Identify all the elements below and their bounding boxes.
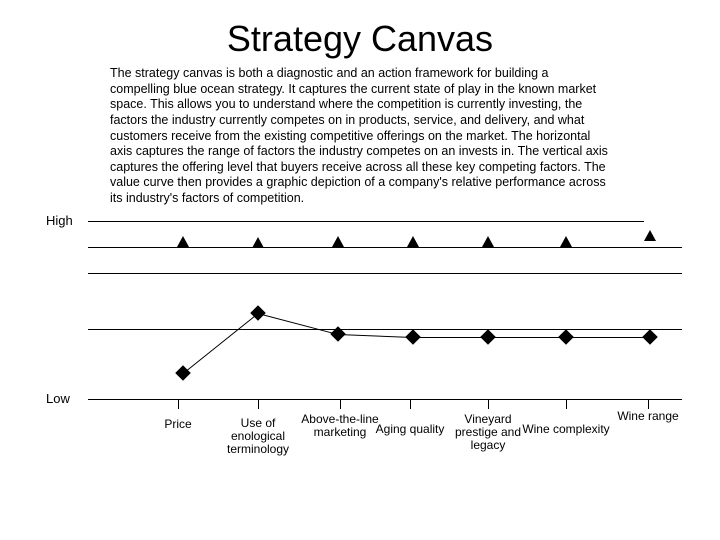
x-tick <box>648 399 649 409</box>
x-axis-label: Use of enological terminology <box>213 417 303 457</box>
triangle-marker <box>482 236 494 247</box>
series-line <box>258 313 338 335</box>
triangle-marker <box>252 237 264 248</box>
strategy-canvas-chart: High Low PriceUse of enological terminol… <box>50 221 670 501</box>
series-line <box>413 337 488 338</box>
triangle-marker <box>407 236 419 247</box>
x-tick <box>488 399 489 409</box>
gridline <box>88 247 682 248</box>
y-axis-low-label: Low <box>46 391 70 406</box>
series-line <box>566 337 650 338</box>
x-tick <box>178 399 179 409</box>
gridline <box>88 221 644 222</box>
triangle-marker <box>644 230 656 241</box>
diamond-marker <box>558 329 574 345</box>
gridline <box>88 329 682 330</box>
x-tick <box>410 399 411 409</box>
gridline <box>88 273 682 274</box>
triangle-marker <box>177 236 189 247</box>
x-tick <box>566 399 567 409</box>
x-axis-label: Aging quality <box>365 423 455 436</box>
x-axis-label: Vineyard prestige and legacy <box>443 413 533 453</box>
y-axis-high-label: High <box>46 213 73 228</box>
x-axis-label: Wine range <box>617 409 678 423</box>
triangle-marker <box>332 236 344 247</box>
x-axis-label: Wine complexity <box>521 423 611 436</box>
diamond-marker <box>642 329 658 345</box>
triangle-marker <box>560 236 572 247</box>
diamond-marker <box>480 329 496 345</box>
page-title: Strategy Canvas <box>50 18 670 60</box>
series-line <box>488 337 566 338</box>
series-line <box>338 334 413 338</box>
description-text: The strategy canvas is both a diagnostic… <box>110 66 610 207</box>
series-line <box>183 313 259 374</box>
x-tick <box>340 399 341 409</box>
x-tick <box>258 399 259 409</box>
x-axis-label: Price <box>164 417 191 431</box>
diamond-marker <box>405 329 421 345</box>
